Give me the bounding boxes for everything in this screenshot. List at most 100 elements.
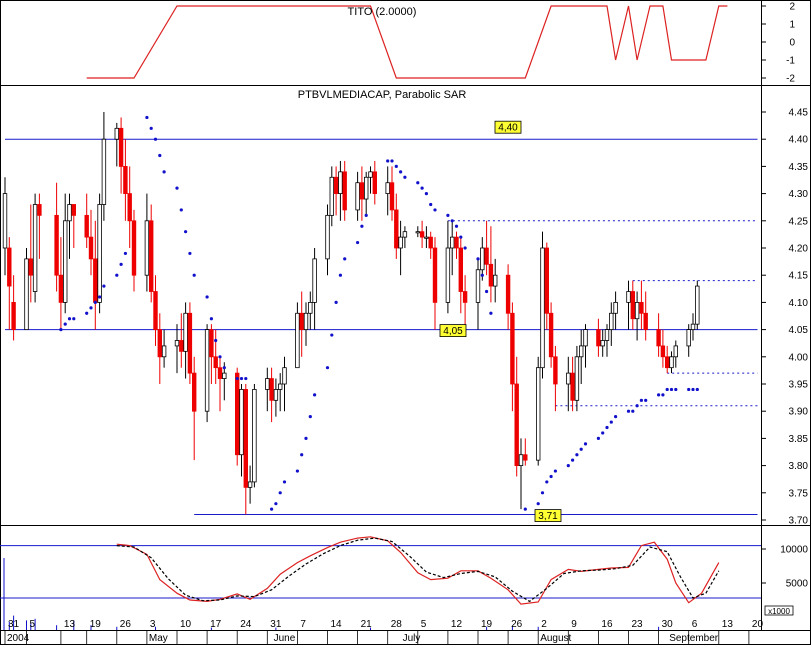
candle-body	[368, 171, 373, 178]
sar-dot	[626, 409, 631, 413]
candle-body	[484, 247, 489, 265]
candle-body	[144, 220, 150, 276]
candle-body	[295, 312, 300, 369]
candle-body	[394, 209, 399, 249]
candle-body	[686, 329, 691, 347]
sar-dot	[63, 322, 67, 326]
candle-body	[114, 127, 119, 140]
candle-body	[643, 312, 648, 330]
price-y-tick-label: 4.00	[789, 352, 809, 363]
candle-body	[118, 127, 124, 167]
sar-dot	[89, 306, 93, 310]
candle-body	[209, 329, 214, 358]
sar-dot	[480, 273, 484, 277]
candle-body	[505, 274, 511, 314]
candle-body	[24, 258, 29, 331]
sar-dot	[403, 175, 407, 179]
sar-dot	[553, 469, 558, 473]
candle-body	[583, 329, 588, 347]
candle-body	[514, 383, 519, 466]
time-tick-label: 6	[692, 619, 698, 630]
sar-dot	[429, 202, 433, 207]
candle-body	[153, 291, 158, 330]
price-y-tick-label: 4.10	[789, 298, 809, 309]
candle-body	[355, 182, 360, 211]
candle-body	[665, 356, 670, 369]
level-label-box	[534, 509, 562, 522]
sar-dot	[674, 387, 678, 392]
sar-dot	[59, 328, 63, 332]
sar-dot	[102, 284, 106, 288]
sar-dot	[691, 387, 695, 392]
price-y-tick-label: 4.20	[789, 244, 809, 255]
price-y-tick-label: 4.30	[789, 189, 809, 200]
sar-dot	[364, 213, 368, 217]
candle-body	[690, 323, 696, 331]
candle-body	[32, 204, 38, 292]
sar-dot	[459, 235, 463, 239]
sar-dot	[657, 393, 661, 397]
time-tick-label: 23	[632, 619, 644, 630]
candle-body	[609, 312, 614, 330]
candle-body	[71, 204, 76, 216]
sar-dot	[295, 469, 299, 473]
candle-body	[179, 340, 184, 352]
sar-dot	[179, 208, 183, 212]
candle-body	[415, 231, 420, 234]
time-tick-label: 30	[662, 619, 674, 630]
candle-body	[183, 312, 188, 352]
price-y-tick-label: 4.25	[789, 216, 809, 227]
candle-body	[574, 356, 580, 401]
candle-body	[626, 291, 631, 303]
sar-dot	[119, 262, 123, 266]
time-tick-label: 26	[511, 619, 523, 630]
candle-body	[389, 182, 395, 211]
time-tick-label: 14	[331, 619, 343, 630]
time-tick-label: 5	[421, 619, 427, 630]
price-y-tick-label: 3.90	[789, 407, 809, 418]
level-label: 4,40	[498, 123, 518, 134]
candle-body	[579, 345, 584, 358]
candle-body	[7, 247, 12, 287]
sar-dot	[549, 474, 553, 479]
candle-body	[217, 367, 223, 379]
time-tick-label: 19	[481, 619, 493, 630]
candle-body	[596, 329, 601, 347]
sar-dot	[695, 387, 699, 392]
sar-dot	[566, 464, 570, 468]
candle-body	[157, 329, 162, 358]
sar-dot	[304, 436, 308, 440]
candle-body	[432, 247, 438, 303]
tito-title: TITO (2.0000)	[348, 6, 417, 18]
candle-body	[523, 454, 528, 461]
price-y-tick-label: 3.75	[789, 488, 809, 499]
candle-body	[101, 138, 107, 205]
price-y-tick-label: 4.15	[789, 271, 809, 282]
candle-body	[449, 236, 455, 249]
tito-y-tick-label: 2	[789, 2, 795, 13]
sar-dot	[72, 317, 76, 321]
sar-dot	[571, 458, 575, 462]
candle-body	[428, 236, 433, 249]
candle-body	[273, 389, 279, 401]
sar-dot	[661, 393, 665, 397]
sar-dot	[356, 240, 360, 245]
time-tick-label: 24	[240, 619, 252, 630]
sar-dot	[334, 300, 338, 304]
tito-line	[86, 5, 728, 79]
tito-y-tick-label: -2	[786, 74, 795, 85]
time-tick-label: 21	[361, 619, 373, 630]
sar-dot	[609, 420, 613, 424]
candle-body	[338, 171, 343, 194]
sar-dot	[214, 338, 218, 343]
level-label: 4,05	[443, 326, 463, 337]
tito-y-tick-label: 0	[789, 38, 795, 49]
candle-body	[458, 247, 463, 292]
candle-body	[84, 214, 89, 238]
sar-dot	[536, 502, 540, 506]
price-panel: 4.45 4.40 4.35 4.30 4.25 4.20 4.15 4.10 4.05 4.00…	[2, 108, 809, 527]
price-y-tick-label: 4.45	[789, 108, 809, 119]
candle-body	[480, 247, 485, 271]
sar-dot	[545, 480, 549, 484]
candle-body	[660, 345, 666, 358]
